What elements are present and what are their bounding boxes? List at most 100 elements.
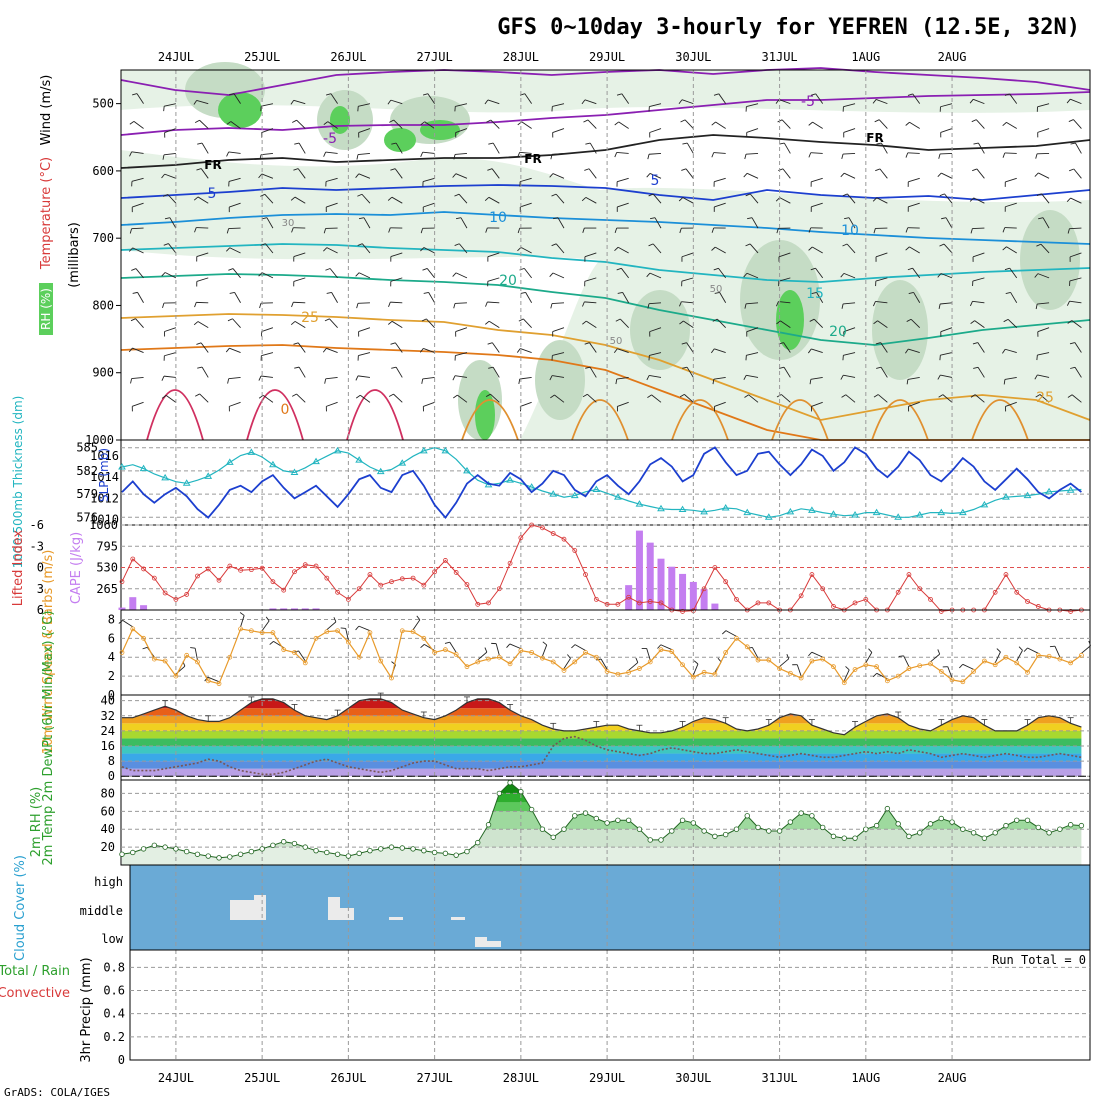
wind-barb (810, 376, 823, 380)
wind-barb-flag (517, 152, 521, 158)
wind-barb-flag (1004, 93, 1010, 96)
surface-wind-barb (1081, 645, 1091, 654)
wind-barb-flag (142, 646, 148, 650)
wind-barb (782, 168, 791, 179)
wind-barb (423, 247, 435, 254)
lifted-index-point (335, 589, 341, 595)
lifted-index-point (324, 575, 330, 581)
wind-barb (196, 252, 209, 257)
wind-barb (718, 93, 727, 104)
wind-barb (584, 99, 597, 105)
wind-speed-point (1014, 660, 1020, 666)
lifted-index-point (917, 586, 923, 592)
lifted-index-point (766, 600, 772, 606)
wind-speed-point (755, 657, 761, 663)
wind-barb (521, 121, 532, 129)
wind-barb (394, 168, 403, 179)
wind-barb (165, 395, 177, 403)
rh-point (485, 822, 492, 828)
thickness-point (721, 504, 730, 511)
wind-barb-flag (325, 268, 331, 271)
wind-speed-point (982, 658, 987, 664)
wind-barb (490, 119, 500, 129)
rh-shading-mid (535, 340, 585, 420)
wind-barb (715, 121, 726, 129)
wind-barb (1073, 119, 1082, 129)
lifted-index-point (475, 601, 481, 607)
wind-barb (847, 193, 856, 204)
wind-barb (326, 247, 338, 254)
wind-barb-flag (808, 246, 813, 251)
rh-point (852, 835, 858, 841)
wind-barb (261, 352, 274, 357)
wind-barb-flag (551, 243, 557, 247)
wind-speed-point (270, 630, 276, 636)
thickness-point (333, 446, 342, 454)
wind-barb-flag (229, 93, 235, 96)
wind-speed-point (550, 659, 556, 665)
wind-barb-flag (391, 366, 397, 369)
wind-barb (363, 217, 371, 229)
wind-barb-flag (196, 342, 202, 345)
lifted-index-point (345, 596, 351, 602)
wind-barb (621, 93, 630, 104)
wind-speed-point (119, 650, 125, 655)
rh-point (798, 810, 804, 816)
wind-barb-flag (776, 301, 779, 307)
wind-barb-flag (1069, 168, 1074, 172)
wind-barb (1074, 367, 1082, 378)
wind-barb-flag (452, 272, 457, 277)
pressure-tick-label: 500 (92, 97, 114, 111)
wind-barb-flag (518, 318, 524, 322)
wind-barb (942, 394, 953, 403)
wind-speed-point (399, 628, 405, 634)
wind-barb-flag (387, 99, 392, 105)
wind-barb (1037, 374, 1050, 378)
wind-barb (713, 152, 726, 154)
wind-barb-flag (163, 193, 168, 197)
temp-band (122, 723, 1082, 731)
wind-barb-flag (291, 393, 297, 397)
top-date-label: 1AUG (851, 50, 880, 64)
wind-barb (1039, 394, 1050, 403)
wind-barb (1007, 319, 1018, 328)
wind-barb (1005, 177, 1017, 183)
thickness-point (808, 506, 816, 513)
run-total-label: Run Total = 0 (992, 953, 1086, 967)
lifted-index-point (529, 522, 535, 528)
wind-barb (907, 376, 920, 380)
wind-barb-flag (876, 366, 882, 369)
wind-barb-flag (355, 375, 359, 381)
cape-bar (646, 542, 654, 610)
wind-barb (196, 227, 209, 229)
wind-barb (293, 301, 306, 304)
wind-barb-flag (1035, 304, 1038, 310)
wind-barb (913, 292, 921, 303)
wind-barb-flag (356, 303, 359, 309)
rh-point (453, 852, 459, 858)
wind-barb-flag (129, 151, 133, 157)
wind-barb (169, 217, 177, 229)
wind-barb (845, 394, 856, 403)
wind-barb-flag (744, 303, 747, 309)
wind-barb-flag (872, 197, 877, 202)
wind-speed-point (432, 650, 438, 655)
surface-wind-barb (574, 644, 586, 651)
wind-barb (422, 177, 435, 182)
rh-point (421, 847, 427, 854)
wind-barb-flag (841, 394, 847, 398)
wind-barb (748, 394, 759, 403)
isotherm-20 (120, 273, 1091, 346)
thickness-tick-label: 582 (76, 464, 98, 478)
cloud-block (451, 917, 465, 920)
lifted-index-point (637, 600, 642, 606)
wind-barb-flag (840, 273, 845, 278)
wind-barb-flag (711, 152, 715, 158)
lifted-index-tick-label: 3 (37, 582, 44, 596)
wind-barb-flag (743, 375, 747, 380)
rh-point (270, 842, 276, 849)
wind-barb (360, 394, 371, 403)
wind-barb (330, 93, 338, 104)
wind-barb-flag (164, 217, 170, 220)
cape-tick-label: 530 (96, 561, 118, 575)
